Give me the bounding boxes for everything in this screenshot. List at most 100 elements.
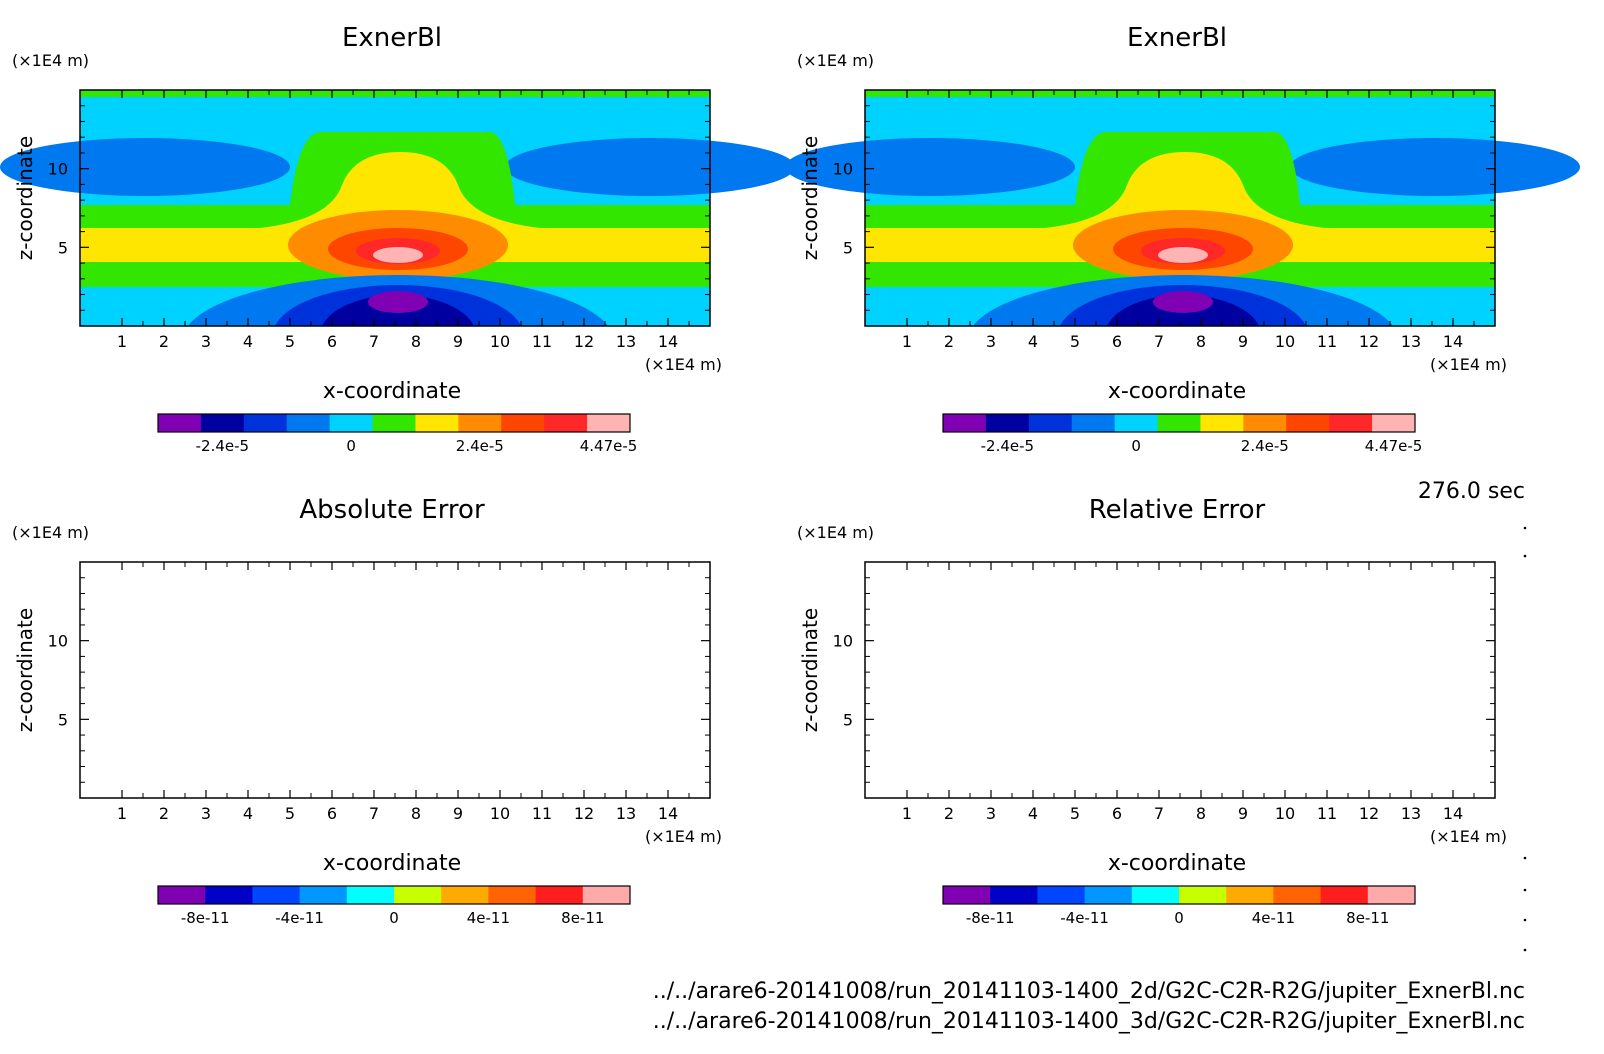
x-tick-label: 9 [453,804,463,823]
colorbar-tick-label: 4e-11 [467,909,510,927]
plot-frame [79,561,711,799]
y-tick-label: 5 [843,710,853,729]
colorbar: -8e-11 -4e-11 0 4e-11 8e-11 [157,885,631,927]
x-tick-label: 9 [1238,332,1248,351]
x-axis-label: x-coordinate [1108,851,1246,876]
colorbar-swatch [1084,886,1133,904]
colorbar-swatch [299,886,348,904]
x-tick-label: 12 [574,332,594,351]
colorbar-swatch [158,414,202,432]
x-tick-label: 13 [1401,332,1421,351]
x-tick-label: 1 [117,804,127,823]
x-tick-label: 8 [411,804,421,823]
colorbar-swatch [286,414,331,432]
colorbar-swatch [441,886,489,904]
x-axis-label: x-coordinate [1108,379,1246,404]
x-tick-label: 12 [1359,332,1379,351]
x-tick-label: 11 [532,332,552,351]
colorbar: -2.4e-5 0 2.4e-5 4.47e-5 [157,413,638,455]
chart-panel-4: Relative Error(×1E4 m)(×1E4 m)1 2 3 4 5 6 7 8 9 1… [797,495,1507,927]
chart-title: Relative Error [1089,495,1266,525]
colorbar-frame [157,413,631,433]
x-unit-label: (×1E4 m) [1430,827,1507,846]
x-tick-label: 7 [1154,332,1164,351]
colorbar-tick-label: 4e-11 [1252,909,1295,927]
field-lower-purple [368,291,428,313]
colorbar-swatch [252,886,301,904]
marker-dot [1523,918,1527,922]
colorbar-frame [157,885,631,905]
colorbar-swatch [1320,886,1369,904]
field-upper-right-blue [1290,138,1580,196]
x-tick-label: 13 [616,332,636,351]
colorbar-swatch [501,414,545,432]
y-unit-label: (×1E4 m) [797,523,874,542]
colorbar: -8e-11 -4e-11 0 4e-11 8e-11 [942,885,1416,927]
x-tick-label: 4 [1028,804,1038,823]
colorbar-swatch [200,414,245,432]
x-tick-label: 10 [490,804,510,823]
x-tick-label: 3 [201,804,211,823]
x-tick-label: 1 [902,804,912,823]
chart-title: Absolute Error [299,495,485,525]
x-tick-label: 2 [944,804,954,823]
colorbar-swatch [1329,414,1373,432]
x-tick-label: 9 [1238,804,1248,823]
colorbar-tick-label: -4e-11 [275,909,324,927]
colorbar-tick-label: 4.47e-5 [580,437,638,455]
x-tick-label: 6 [327,332,337,351]
x-tick-label: 4 [1028,332,1038,351]
x-tick-label: 13 [1401,804,1421,823]
y-axis-label: z-coordinate [798,136,822,260]
colorbar-tick-label: 8e-11 [561,909,604,927]
colorbar-swatch [1179,886,1227,904]
x-tick-label: 8 [1196,804,1206,823]
x-tick-label: 11 [1317,804,1337,823]
x-tick-label: 14 [1443,332,1463,351]
colorbar-swatch [582,886,631,904]
time-label: 276.0 sec [1418,479,1525,504]
colorbar-tick-label: 0 [1131,437,1141,455]
x-unit-label: (×1E4 m) [1430,355,1507,374]
x-tick-label: 5 [1070,804,1080,823]
chart-panel-2: ExnerBl(×1E4 m)(×1E4 m)1 2 3 4 5 6 7 8 9 10 11 12 13… [785,23,1580,455]
colorbar-swatch [158,886,206,904]
file-path: ../../arare6-20141008/run_20141103-1400_… [653,1009,1525,1034]
field-lower-group [973,275,1393,326]
colorbar-swatch [205,886,253,904]
x-tick-label: 9 [453,332,463,351]
colorbar-swatch [488,886,537,904]
colorbar-swatch [943,886,991,904]
colorbar-swatch [587,414,631,432]
marker-dot [1523,948,1527,952]
colorbar-tick-label: 4.47e-5 [1365,437,1423,455]
x-tick-label: 3 [986,332,996,351]
colorbar-swatch [1286,414,1330,432]
colorbar-tick-label: 2.4e-5 [1241,437,1289,455]
colorbar-frame [942,885,1416,905]
colorbar-tick-label: -8e-11 [181,909,230,927]
colorbar-swatch [1200,414,1244,432]
field-upper-left-blue [0,138,290,196]
colorbar-swatch [1367,886,1416,904]
x-tick-label: 7 [369,332,379,351]
x-axis-label: x-coordinate [323,379,461,404]
colorbar-tick-label: -2.4e-5 [196,437,249,455]
colorbar-swatch [394,886,442,904]
colorbar-tick-label: 0 [346,437,356,455]
colorbar-swatch [1226,886,1274,904]
x-tick-label: 4 [243,804,253,823]
x-tick-label: 11 [1317,332,1337,351]
x-tick-label: 5 [1070,332,1080,351]
x-tick-label: 6 [327,804,337,823]
colorbar-swatch [1114,414,1159,432]
colorbar-tick-label: -2.4e-5 [981,437,1034,455]
x-tick-label: 5 [285,332,295,351]
colorbar-swatch [1131,886,1180,904]
colorbar-swatch [372,414,416,432]
field-lower-group [188,275,608,326]
x-tick-label: 4 [243,332,253,351]
colorbar-swatch [415,414,459,432]
field-band-top-cyan [80,97,710,134]
